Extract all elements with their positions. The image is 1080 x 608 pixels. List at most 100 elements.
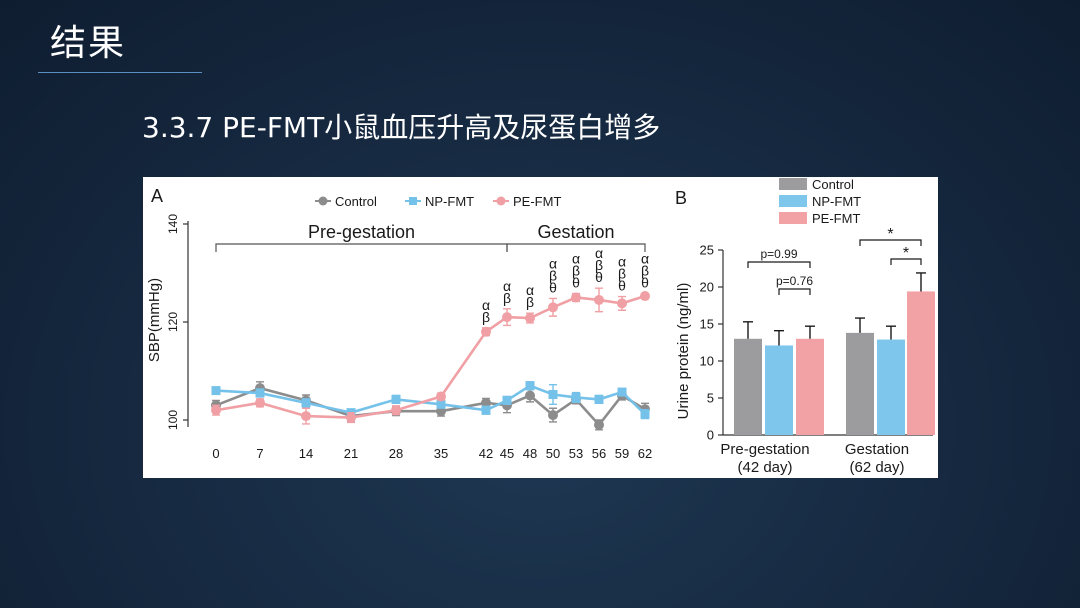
data-point-0-8 [525, 390, 535, 401]
panel-b-letter: B [675, 188, 687, 208]
comparison-label-1: p=0.76 [776, 274, 813, 288]
x-tick-label-6: 42 [479, 446, 493, 461]
series-line-0 [215, 386, 646, 427]
x-tick-label-0: 0 [212, 446, 219, 461]
data-point-2-9 [548, 302, 558, 313]
data-point-1-7 [502, 395, 512, 405]
data-point-2-5 [436, 391, 446, 402]
x-tick-label-1: 7 [256, 446, 263, 461]
y-tick-label-1: 120 [166, 312, 180, 332]
bar-error-1-0 [774, 329, 784, 346]
data-point-1-6 [481, 405, 491, 415]
data-point-1-5 [436, 399, 446, 409]
sbp-line-chart: A Control NP-FMT PE-FMT Pre-gestation Gestati… [146, 186, 652, 461]
title-underline [38, 72, 202, 73]
data-point-2-0 [211, 405, 221, 416]
y-tick-label-0: 0 [707, 428, 714, 443]
significance-symbol-0-0: α [482, 297, 490, 313]
significance-symbol-6-2: θ [618, 278, 626, 294]
x-tick-label-2: 14 [299, 446, 313, 461]
category-sublabel-0: (42 day) [737, 459, 792, 476]
data-point-0-9 [548, 410, 558, 421]
bar-error-0-1 [855, 317, 865, 333]
x-tick-label-5: 35 [434, 446, 448, 461]
x-tick-label-3: 21 [344, 446, 358, 461]
slide-subtitle: 3.3.7 PE-FMT小鼠血压升高及尿蛋白增多 [142, 111, 661, 144]
data-point-0-6 [481, 397, 491, 408]
legend-label-1: NP-FMT [425, 194, 474, 209]
significance-symbol-7-2: θ [641, 275, 649, 291]
category-sublabel-1: (62 day) [849, 459, 904, 476]
bar-error-1-1 [886, 325, 896, 340]
x-tick-label-11: 56 [592, 446, 606, 461]
comparison-bracket-1 [778, 288, 811, 295]
significance-symbol-5-2: θ [595, 269, 603, 285]
legend-swatch-1 [779, 195, 807, 207]
significance-symbol-3-2: θ [549, 279, 557, 295]
data-point-2-12 [617, 298, 627, 309]
legend-swatch-0 [779, 178, 807, 190]
data-point-2-13 [640, 291, 650, 302]
comparison-bracket-3 [890, 258, 922, 265]
bar-error-2-0 [805, 325, 815, 339]
period-label-0: Pre-gestation [308, 222, 415, 242]
legend-swatch-2 [779, 212, 807, 224]
period-bracket-1 [506, 243, 646, 252]
significance-symbol-2-0: α [526, 282, 534, 298]
data-point-1-0 [211, 386, 221, 396]
legend-label-2: PE-FMT [513, 194, 561, 209]
y-axis-label: Urine protein (ng/ml) [675, 283, 692, 420]
bar-1-0 [765, 345, 793, 435]
data-point-1-12 [617, 387, 627, 397]
slide-title: 结果 [50, 23, 127, 64]
legend-label-0: Control [335, 194, 377, 209]
data-point-1-8 [525, 381, 535, 391]
comparison-bracket-0 [747, 261, 811, 268]
bar-0-0 [734, 338, 762, 435]
y-tick-label-1: 5 [707, 391, 714, 406]
legend-label-0: Control [812, 177, 854, 192]
significance-symbol-7-1: β [641, 263, 649, 279]
data-point-1-4 [391, 394, 401, 404]
legend-label-1: NP-FMT [812, 194, 861, 209]
significance-symbol-5-1: β [595, 257, 603, 273]
data-point-2-8 [525, 313, 535, 324]
significance-symbol-1-0: α [503, 278, 511, 294]
x-tick-label-12: 59 [615, 446, 629, 461]
data-point-1-13 [640, 409, 650, 419]
significance-symbol-4-2: θ [572, 275, 580, 291]
bar-error-2-1 [916, 272, 926, 292]
category-label-1: Gestation [845, 441, 909, 458]
legend-marker-1 [409, 197, 417, 205]
period-bracket-0 [215, 243, 508, 252]
panel-a-sbp-chart: A Control NP-FMT PE-FMT Pre-gestation Gestati… [143, 177, 671, 478]
data-point-2-11 [594, 294, 604, 305]
data-point-2-6 [481, 326, 491, 337]
bar-2-1 [907, 291, 935, 435]
y-tick-label-3: 15 [700, 317, 714, 332]
legend-marker-2 [496, 196, 506, 206]
y-tick-label-5: 25 [700, 243, 714, 258]
data-point-1-11 [594, 394, 604, 404]
x-tick-label-7: 45 [500, 446, 514, 461]
y-tick-label-2: 10 [700, 354, 714, 369]
category-label-0: Pre-gestation [720, 441, 809, 458]
significance-symbol-4-0: α [572, 251, 580, 267]
comparison-label-3: * [903, 245, 909, 262]
x-tick-label-9: 50 [546, 446, 560, 461]
significance-symbol-2-1: β [526, 294, 534, 310]
data-point-0-11 [594, 419, 604, 430]
data-point-1-1 [255, 388, 265, 398]
bar-0-1 [846, 332, 874, 435]
data-point-2-4 [391, 405, 401, 416]
data-point-2-3 [346, 412, 356, 423]
significance-symbol-3-0: α [549, 255, 557, 271]
data-point-1-9 [548, 390, 558, 400]
data-point-2-7 [502, 312, 512, 323]
panel-b-urine-protein-chart: B Control NP-FMT PE-FMT 0 5 10 15 20 25 Urine prot… [671, 177, 938, 478]
y-axis-label: SBP(mmHg) [146, 278, 163, 362]
significance-symbol-4-1: β [572, 263, 580, 279]
x-tick-label-10: 53 [569, 446, 583, 461]
y-tick-label-2: 140 [166, 214, 180, 234]
x-tick-label-13: 62 [638, 446, 652, 461]
